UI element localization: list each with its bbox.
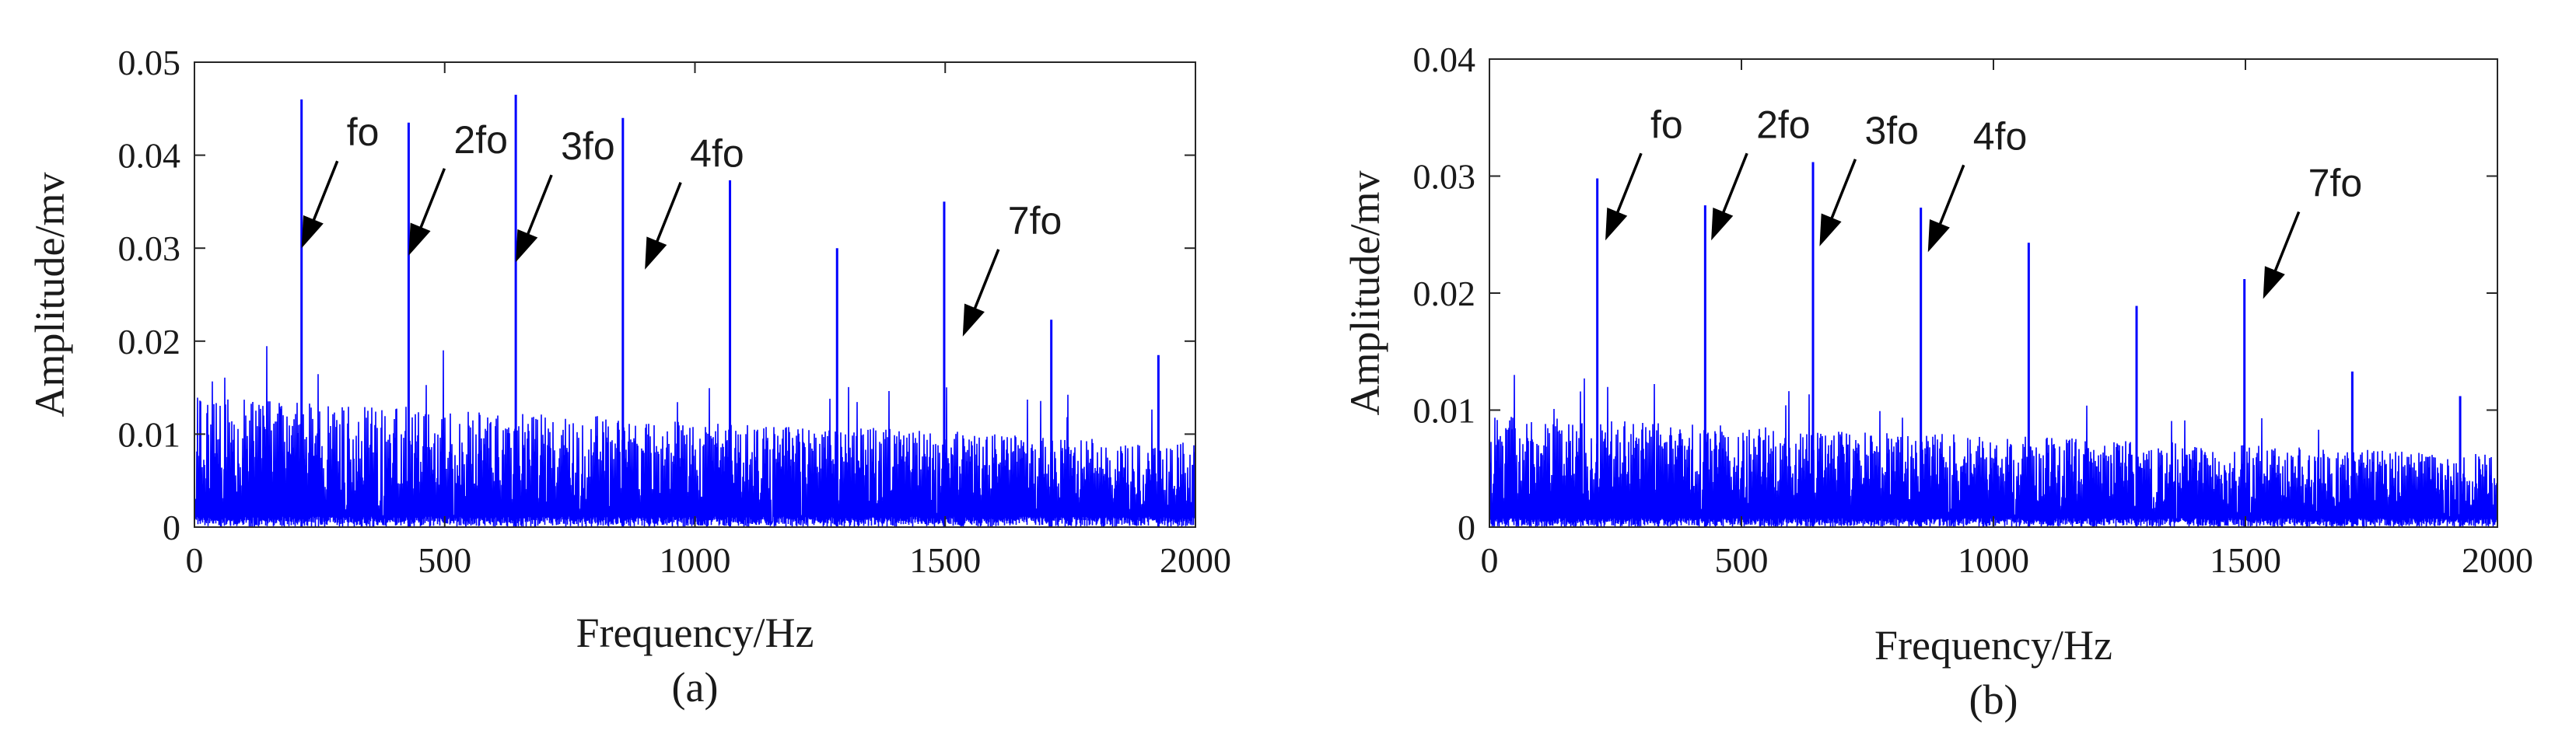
annotation-arrow-head: [962, 303, 985, 337]
annotation-arrow-shaft: [1934, 164, 1965, 236]
y-tick-label: 0.05: [118, 43, 181, 82]
x-tick-label: 0: [186, 540, 204, 580]
annotation-arrow-shaft: [1825, 159, 1857, 230]
y-tick-label: 0.02: [118, 322, 181, 362]
annotation-arrow-shaft: [308, 160, 339, 232]
x-axis-label: Frequency/Hz: [576, 610, 814, 656]
chart-panel-a: 0 500 1000 1500 2000 0 0.01 0.02 0.03 0.04 0.05 Fre…: [26, 43, 1231, 711]
x-tick-label: 0: [1481, 540, 1499, 580]
annotation-label-3fo: 3fo: [561, 124, 615, 168]
annotation-arrow-head: [645, 236, 667, 270]
annotation-arrow-shaft: [2270, 211, 2301, 283]
y-axis-label: Amplitude/mv: [26, 173, 73, 417]
annotation-arrow-head: [1605, 207, 1628, 241]
y-tick-label: 0.01: [118, 414, 181, 454]
panel-caption: (b): [1969, 676, 2018, 723]
y-axis-label: Amplitude/mv: [1342, 171, 1388, 416]
y-tick-label: 0.03: [118, 229, 181, 268]
x-tick-label: 1500: [909, 540, 981, 580]
annotation-arrow-head: [408, 222, 431, 256]
noise-trace: [194, 346, 1196, 529]
y-tick-label: 0: [1458, 508, 1475, 547]
chart-panel-b: 0 500 1000 1500 2000 0 0.01 0.02 0.03 0.04 Frequen…: [1342, 40, 2533, 723]
annotation-arrow-shaft: [415, 168, 446, 239]
annotation-arrow-shaft: [969, 249, 1000, 320]
annotation-label-4fo: 4fo: [690, 132, 744, 176]
annotation-arrow-shaft: [1612, 152, 1643, 224]
annotation-label-2fo: 2fo: [453, 118, 508, 162]
y-tick-label: 0.04: [1413, 40, 1476, 79]
annotation-arrow-shaft: [1717, 152, 1748, 224]
annotation-label-2fo: 2fo: [1756, 103, 1811, 146]
annotation-label-3fo: 3fo: [1864, 109, 1919, 152]
x-tick-label: 2000: [1160, 540, 1231, 580]
annotation-arrow-shaft: [651, 182, 682, 253]
annotation-arrow-head: [1927, 219, 1950, 253]
x-tick-label: 1000: [660, 540, 731, 580]
noise-trace: [1489, 375, 2498, 529]
annotation-arrow-shaft: [522, 174, 553, 246]
x-tick-label: 2000: [2462, 540, 2533, 580]
y-tick-label: 0.03: [1413, 157, 1476, 197]
annotation-arrow-head: [1819, 213, 1842, 246]
x-tick-label: 500: [1715, 540, 1769, 580]
annotation-arrow-head: [1711, 207, 1734, 241]
panel-caption: (a): [672, 664, 719, 711]
y-tick-label: 0.04: [118, 136, 181, 176]
annotation-arrow-head: [301, 215, 324, 249]
y-tick-label: 0.01: [1413, 391, 1476, 431]
annotation-arrow-head: [516, 229, 538, 263]
annotation-label-fo: fo: [1650, 103, 1683, 146]
x-tick-label: 500: [418, 540, 471, 580]
annotation-label-fo: fo: [347, 110, 380, 154]
annotation-arrow-head: [2263, 266, 2285, 299]
y-tick-label: 0.02: [1413, 274, 1476, 313]
annotation-label-7fo: 7fo: [1008, 199, 1062, 243]
y-tick-label: 0: [163, 508, 180, 547]
x-tick-label: 1000: [1958, 540, 2029, 580]
x-tick-label: 1500: [2210, 540, 2281, 580]
annotation-label-4fo: 4fo: [1973, 114, 2028, 158]
x-axis-label: Frequency/Hz: [1874, 622, 2112, 669]
annotation-label-7fo: 7fo: [2308, 162, 2363, 205]
